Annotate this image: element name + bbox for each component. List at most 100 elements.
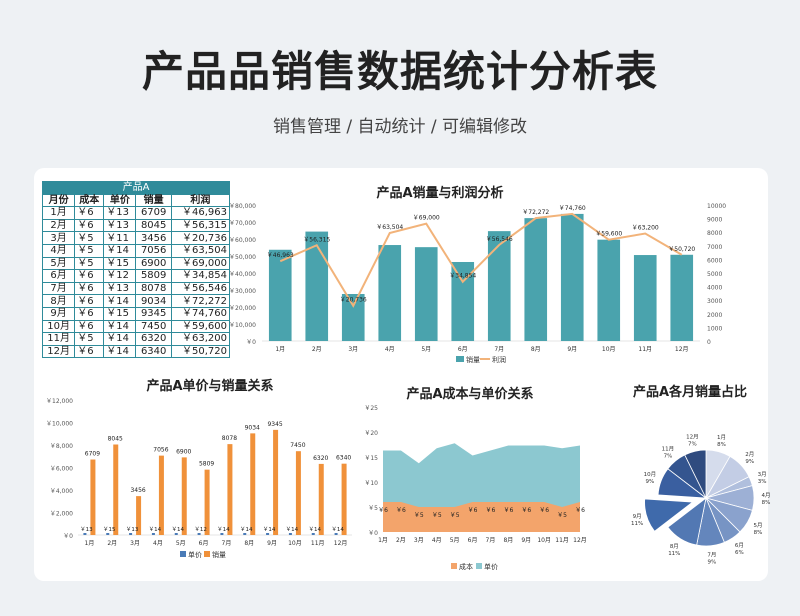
y-tick: ￥2,000 [50,511,73,518]
pie-slice [684,449,707,499]
sales-bar [90,459,96,535]
x-tick: 4月 [153,540,163,547]
y-tick-left: ￥40,000 [229,271,256,278]
x-tick: 12月 [573,537,587,544]
y-tick: ￥10 [364,480,378,487]
x-tick: 8月 [531,346,541,353]
sales-label: 8045 [108,435,123,442]
cost-label: ￥6 [575,507,585,514]
x-tick: 9月 [521,537,531,544]
price-label: ￥14 [309,526,322,533]
price-label: ￥14 [263,526,276,533]
sales-label: 5809 [199,461,214,468]
cost-label: ￥5 [557,512,567,519]
page-subtitle: 销售管理 / 自动统计 / 可编辑修改 [272,117,528,137]
sales-bar [414,247,438,341]
y-tick: ￥10,000 [46,421,73,428]
price-label: ￥15 [103,526,116,533]
x-tick: 3月 [348,346,358,353]
profit-label: ￥69,000 [413,215,440,222]
x-tick: 2月 [396,537,406,544]
x-tick: 10月 [288,540,302,547]
y-tick: ￥25 [364,405,378,412]
sales-label: 7056 [153,447,168,454]
table-row: 1月 ￥6 ￥13 6709 ￥46,963 [41,206,231,220]
x-tick: 12月 [675,346,689,353]
legend-swatch-price [476,563,482,569]
x-tick: 3月 [414,537,424,544]
sales-bar [487,231,511,341]
x-tick: 2月 [107,540,117,547]
y-tick-left: ￥80,000 [229,203,256,210]
cost-area [383,502,580,532]
y-tick: ￥20 [364,430,378,437]
y-tick-left: ￥20,000 [229,305,256,312]
sales-bar [204,469,210,535]
sales-bar [273,429,279,535]
x-tick: 5月 [176,540,186,547]
sales-bar [378,245,402,341]
sales-label: 6320 [313,455,328,462]
y-tick: ￥15 [364,455,378,462]
x-tick: 11月 [311,540,325,547]
table-cell: ￥50,720 [170,344,231,359]
legend-sales: 销量 [212,550,226,559]
x-tick: 12月 [334,540,348,547]
price-bar [151,533,155,535]
y-tick: ￥12,000 [46,398,73,405]
cost-label: ￥6 [521,507,531,514]
pie-label-percent: 9% [708,560,717,566]
sales-bar [318,463,324,535]
cost-label: ￥5 [414,512,424,519]
profit-line [279,212,683,308]
y-tick-right: 6000 [707,257,722,264]
sales-label: 6709 [85,451,100,458]
y-tick-right: 10000 [707,203,726,210]
x-tick: 7月 [494,346,504,353]
sales-bar [524,218,548,341]
legend-cost: 成本 [459,562,473,571]
x-tick: 1月 [378,537,388,544]
price-label: ￥13 [80,526,93,533]
y-tick-right: 7000 [707,244,722,251]
pie-label-percent: 8% [754,530,763,536]
sales-bar [268,249,292,341]
sales-bar [250,433,256,535]
sales-bar [158,455,164,535]
y-tick: ￥8,000 [50,443,73,450]
legend-price: 单价 [484,562,498,571]
legend-profit: 利润 [492,355,506,364]
pie-label-percent: 11% [668,551,680,557]
price-bar [106,533,110,535]
y-tick: ￥4,000 [50,488,73,495]
x-tick: 7月 [486,537,496,544]
sales-label: 6340 [336,455,351,462]
cost-label: ￥6 [468,507,478,514]
column-header-4: 利润 [170,193,231,208]
sales-bar [305,231,329,341]
legend-swatch-sales [204,551,210,557]
x-tick: 8月 [244,540,254,547]
x-tick: 4月 [432,537,442,544]
pie-slice [644,498,694,532]
pie-label-month: 4月 [762,492,771,499]
sales-bar [113,444,119,535]
price-label: ￥14 [331,526,344,533]
sales-bar [295,451,301,535]
y-tick-left: ￥10,000 [229,322,256,329]
y-tick-left: ￥30,000 [229,288,256,295]
column-header-2: 单价 [103,193,137,208]
cost-label: ￥6 [396,507,406,514]
y-tick-left: ￥0 [246,339,256,346]
cost-label: ￥5 [450,512,460,519]
profit-label: ￥56,546 [486,236,513,243]
y-tick-right: 5000 [707,271,722,278]
price-label: ￥14 [240,526,253,533]
legend-price: 单价 [188,550,202,559]
pie-label-month: 9月 [633,513,642,520]
pie-label-month: 2月 [745,451,754,458]
profit-label: ￥34,854 [449,273,476,280]
price-label: ￥14 [286,526,299,533]
legend-swatch-cost [451,563,457,569]
cost-label: ￥6 [378,507,388,514]
